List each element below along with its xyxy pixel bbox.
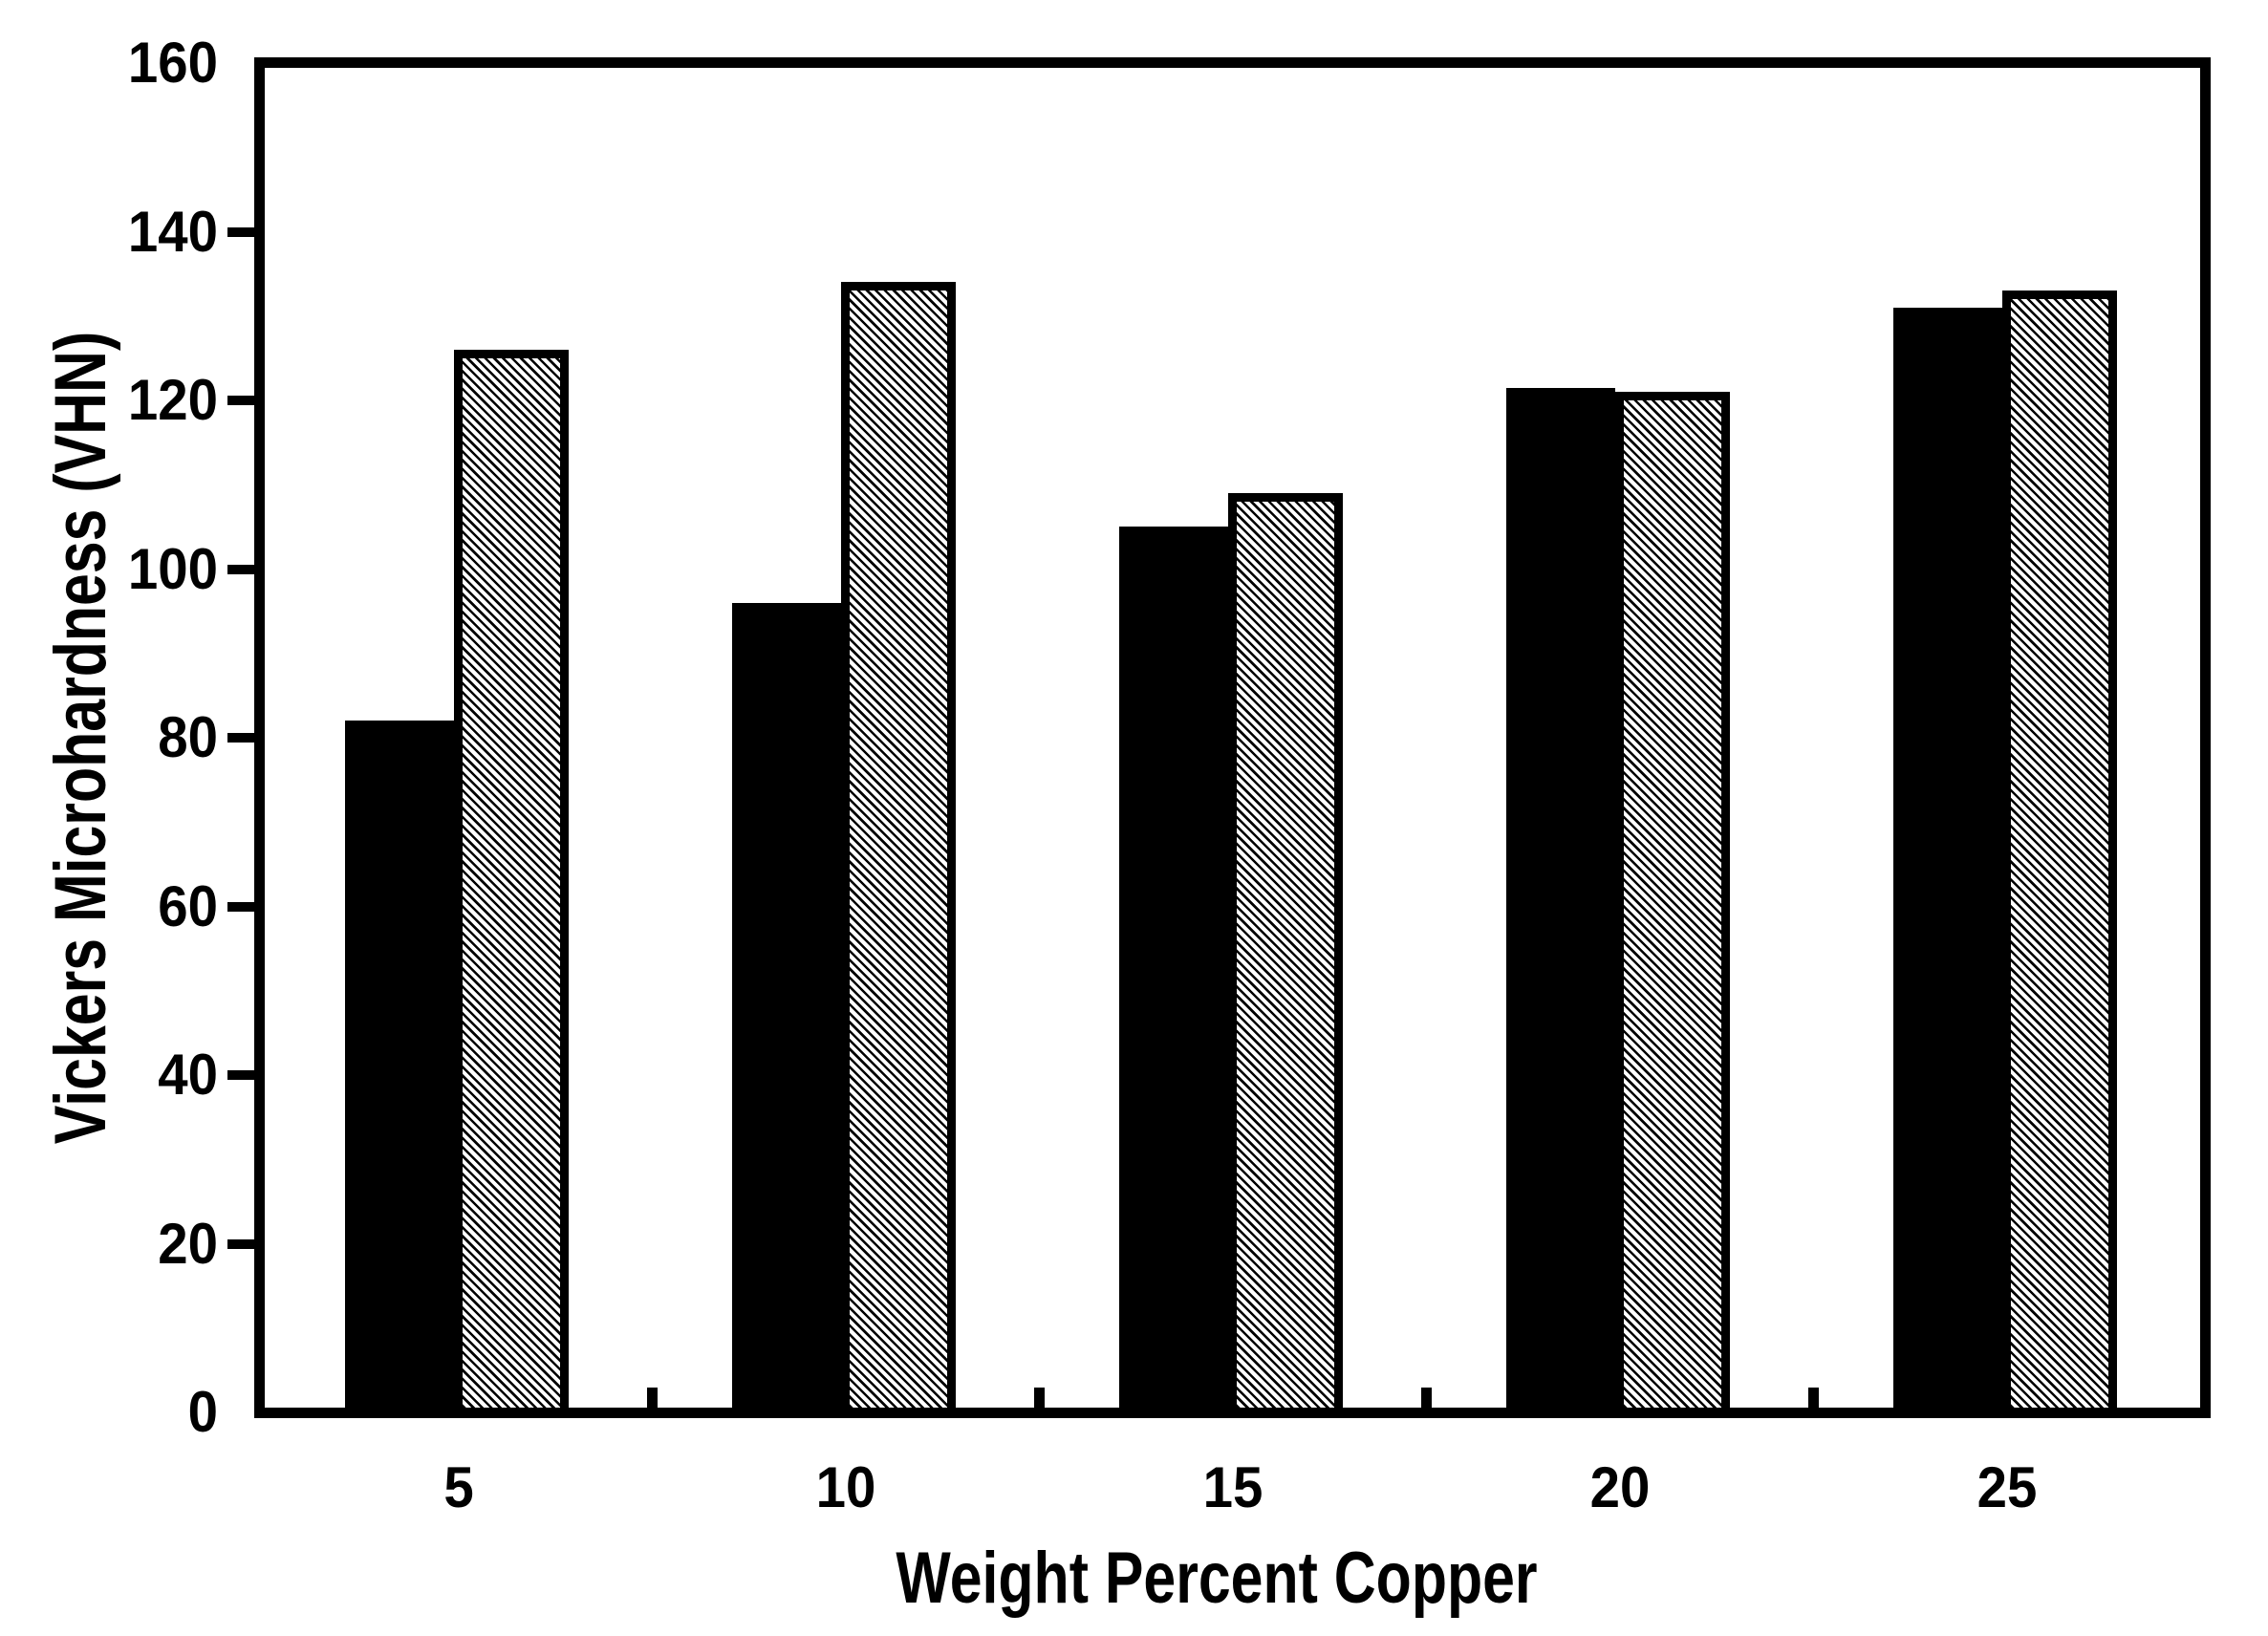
category-boundary-tick: [1034, 1388, 1045, 1408]
x-category-label: 10: [815, 1455, 876, 1519]
category-boundary-tick: [1808, 1388, 1819, 1408]
bar-hatched-5: [454, 350, 569, 1408]
x-category-label: 20: [1589, 1455, 1651, 1519]
bar-hatched-20: [1615, 392, 1730, 1408]
bar-hatched-15: [1228, 493, 1343, 1408]
bar-hatched-25: [2002, 291, 2117, 1408]
category-boundary-tick: [647, 1388, 658, 1408]
x-category-label: 5: [443, 1455, 474, 1519]
y-tick-label: 100: [127, 537, 218, 601]
category-boundary-tick: [1421, 1388, 1432, 1408]
bar-solid-20: [1506, 388, 1615, 1408]
y-tick-label: 40: [158, 1043, 218, 1107]
y-tick-label: 60: [158, 874, 218, 938]
x-category-label: 15: [1202, 1455, 1264, 1519]
y-tick-mark: [227, 396, 254, 405]
y-tick-label: 120: [127, 368, 218, 432]
plot-area: [254, 57, 2211, 1418]
y-tick-mark: [227, 902, 254, 912]
y-tick-mark: [227, 565, 254, 574]
y-tick-mark: [227, 733, 254, 743]
bar-hatched-10: [841, 282, 956, 1408]
y-tick-mark: [227, 1070, 254, 1080]
y-tick-label: 80: [158, 705, 218, 769]
x-axis-title: Weight Percent Copper: [896, 1538, 1538, 1619]
y-tick-label: 0: [187, 1380, 218, 1444]
y-tick-mark: [227, 1239, 254, 1249]
bar-solid-10: [732, 603, 841, 1408]
y-tick-mark: [227, 227, 254, 237]
bar-solid-15: [1119, 527, 1228, 1408]
bar-solid-25: [1893, 308, 2002, 1408]
y-tick-label: 20: [158, 1212, 218, 1276]
x-category-label: 25: [1976, 1455, 2038, 1519]
y-tick-label: 140: [127, 200, 218, 264]
bar-solid-5: [345, 721, 454, 1408]
y-tick-label: 160: [127, 31, 218, 95]
